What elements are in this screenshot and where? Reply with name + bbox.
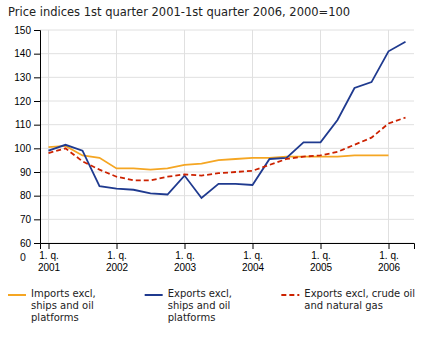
y-tick-mark xyxy=(34,172,40,173)
series-line xyxy=(49,118,406,181)
x-tick-label: 1. q.2003 xyxy=(174,250,197,273)
y-tick-label: 70 xyxy=(20,214,32,225)
y-tick: 90 xyxy=(20,167,40,178)
annotation: 0 xyxy=(20,252,26,263)
legend: Imports excl,ships and oilplatforms Expor… xyxy=(8,288,415,323)
chart: Price indices 1st quarter 2001-1st quart… xyxy=(0,0,426,355)
y-tick: 100 xyxy=(14,143,40,154)
y-tick: 70 xyxy=(20,214,40,225)
grid-line-x xyxy=(320,30,321,243)
y-tick-mark xyxy=(34,101,40,102)
grid-line-x xyxy=(48,30,49,243)
y-tick-label: 130 xyxy=(14,72,31,83)
y-tick-label: 120 xyxy=(14,96,31,107)
lines xyxy=(49,42,406,198)
series-line xyxy=(49,146,389,170)
grid xyxy=(40,30,414,243)
x-tick-mark xyxy=(117,243,118,249)
grid-line-y xyxy=(40,30,414,31)
legend-label: Exports excl, crude oiland natural gas xyxy=(304,288,415,311)
legend-swatch xyxy=(8,294,26,296)
y-tick-label: 140 xyxy=(14,48,31,59)
y-axis-line xyxy=(34,31,41,244)
y-tick: 80 xyxy=(20,190,40,201)
y-tick-label: 110 xyxy=(15,119,31,130)
legend-item: Imports excl,ships and oilplatforms xyxy=(8,288,96,323)
grid-line-x xyxy=(116,30,117,243)
y-tick-mark xyxy=(34,30,40,31)
y-tick-label: 90 xyxy=(20,167,32,178)
legend-swatch xyxy=(145,294,163,296)
grid-line-y xyxy=(40,219,414,220)
grid-line-y xyxy=(40,124,414,125)
x-tick-label: 1. q.2004 xyxy=(242,250,265,273)
y-tick-mark xyxy=(34,125,40,126)
y-tick-label: 60 xyxy=(20,238,32,249)
series-line xyxy=(49,42,406,198)
y-tick-mark xyxy=(34,219,40,220)
x-axis: 1. q.2001 1. q.2002 1. q.2003 1. q.2004 1. q… xyxy=(38,243,415,273)
legend-label: Imports excl,ships and oilplatforms xyxy=(31,288,96,323)
x-tick: 1. q.2006 xyxy=(378,243,401,273)
y-tick: 130 xyxy=(14,72,40,83)
x-tick-mark xyxy=(389,243,390,249)
legend-swatch xyxy=(281,294,299,296)
y-tick-mark xyxy=(34,77,40,78)
legend-item: Exports excl, crude oiland natural gas xyxy=(281,288,415,311)
x-tick: 1. q.2002 xyxy=(106,243,129,273)
y-tick-label: 150 xyxy=(14,25,31,36)
y-tick-mark xyxy=(34,243,40,244)
x-tick-label: 1. q.2005 xyxy=(310,250,333,273)
y-tick-mark xyxy=(34,54,40,55)
y-tick-label: 100 xyxy=(14,143,31,154)
x-tick-mark xyxy=(253,243,254,249)
y-tick: 110 xyxy=(15,119,40,130)
grid-line-x xyxy=(252,30,253,243)
grid-line-x xyxy=(388,30,389,243)
x-tick-label: 1. q.2006 xyxy=(378,250,401,273)
legend-label: Exports excl,ships and oilplatforms xyxy=(168,288,232,323)
grid-line-y xyxy=(40,148,414,149)
y-tick: 120 xyxy=(14,96,40,107)
y-tick: 140 xyxy=(14,48,40,59)
y-tick-mark xyxy=(34,196,40,197)
legend-item: Exports excl,ships and oilplatforms xyxy=(145,288,232,323)
x-tick-mark xyxy=(185,243,186,249)
x-tick-mark xyxy=(49,243,50,249)
x-tick: 1. q.2005 xyxy=(310,243,333,273)
grid-line-y xyxy=(40,53,414,54)
grid-line-y xyxy=(40,101,414,102)
x-tick: 1. q.2001 xyxy=(38,243,61,273)
x-tick-mark xyxy=(321,243,322,249)
grid-line-y xyxy=(40,77,414,78)
grid-line-y xyxy=(40,195,414,196)
y-tick: 60 xyxy=(20,238,40,249)
x-tick-label: 1. q.2001 xyxy=(38,250,61,273)
y-tick-label: 80 xyxy=(20,190,32,201)
x-tick: 1. q.2003 xyxy=(174,243,197,273)
grid-line-x xyxy=(184,30,185,243)
plot: 607080901001101201301401501. q.20011. q.… xyxy=(14,25,414,273)
x-axis-line xyxy=(41,244,415,250)
x-tick-label: 1. q.2002 xyxy=(106,250,129,273)
title: Price indices 1st quarter 2001-1st quart… xyxy=(8,5,350,19)
x-tick: 1. q.2004 xyxy=(242,243,265,273)
y-axis: 60 70 80 90 100 110 120 130 140 150 xyxy=(14,25,40,249)
y-tick-mark xyxy=(34,148,40,149)
y-tick: 150 xyxy=(14,25,40,36)
